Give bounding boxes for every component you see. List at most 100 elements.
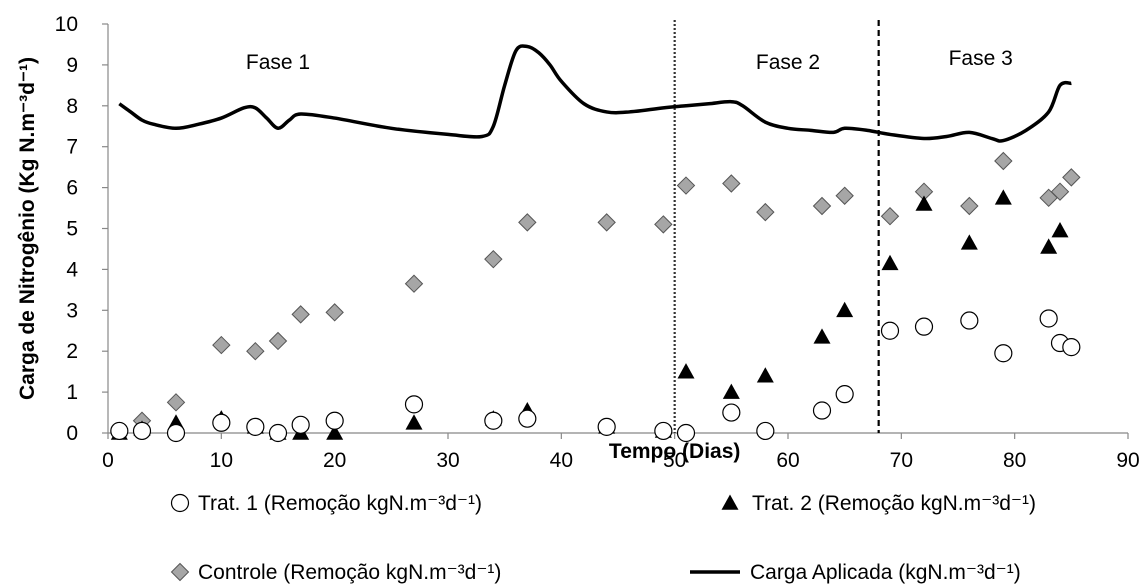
data-point-trat-2 bbox=[1040, 238, 1058, 254]
phase-label: Fase 1 bbox=[246, 51, 310, 74]
data-point-trat-2 bbox=[722, 383, 740, 399]
legend-item-trat-1: Trat. 1 (Remoção kgN.m⁻³d⁻¹) bbox=[170, 492, 482, 515]
phase-lines bbox=[673, 20, 880, 433]
data-point-trat-1 bbox=[132, 421, 152, 441]
data-point-trat-1 bbox=[212, 413, 231, 432]
data-point-trat-2 bbox=[1051, 222, 1069, 238]
series-group bbox=[110, 44, 1081, 443]
legend-label-trat-1: Trat. 1 (Remoção kgN.m⁻³d⁻¹) bbox=[198, 492, 482, 515]
y-tick-label: 0 bbox=[66, 422, 78, 445]
data-point-trat-2 bbox=[405, 414, 423, 430]
x-tick-label: 30 bbox=[436, 449, 459, 472]
data-point-trat-2 bbox=[915, 195, 933, 211]
legend: Trat. 1 (Remoção kgN.m⁻³d⁻¹) Trat. 2 (Rem… bbox=[170, 492, 1036, 584]
legend-swatch-trat-1 bbox=[170, 493, 190, 513]
y-tick-label: 3 bbox=[66, 299, 78, 322]
data-point-trat-2 bbox=[881, 254, 899, 271]
series-trat-2 bbox=[110, 189, 1069, 440]
legend-item-trat-2: Trat. 2 (Remoção kgN.m⁻³d⁻¹) bbox=[721, 492, 1036, 515]
data-point-trat-1 bbox=[268, 423, 288, 443]
data-point-trat-2 bbox=[813, 328, 831, 344]
data-point-controle bbox=[166, 393, 186, 412]
y-tick-label: 8 bbox=[66, 95, 78, 118]
data-point-trat-1 bbox=[880, 321, 900, 340]
data-point-controle bbox=[325, 303, 344, 322]
data-point-trat-1 bbox=[812, 401, 832, 420]
data-point-trat-1 bbox=[914, 317, 934, 336]
x-tick-label: 90 bbox=[1116, 449, 1139, 472]
data-point-controle bbox=[676, 176, 696, 195]
data-point-trat-1 bbox=[404, 395, 424, 414]
data-point-trat-1 bbox=[166, 423, 186, 443]
phase-label: Fase 3 bbox=[949, 47, 1013, 70]
data-point-controle bbox=[518, 213, 537, 232]
data-point-controle bbox=[291, 305, 310, 324]
x-tick-label: 0 bbox=[102, 449, 114, 472]
legend-swatch-trat-2 bbox=[721, 494, 739, 510]
data-point-controle bbox=[654, 215, 673, 234]
axes: 0 10 20 30 40 50 60 70 80 90 0 1 2 3 4 5 6 7 8 9 10 bbox=[55, 13, 1140, 472]
data-point-trat-1 bbox=[246, 417, 265, 436]
data-point-controle bbox=[960, 196, 979, 216]
phase-label: Fase 2 bbox=[756, 51, 820, 74]
data-point-controle bbox=[722, 174, 741, 193]
series-line-carga-aplicada bbox=[118, 44, 1072, 143]
x-tick-label: 20 bbox=[323, 449, 346, 472]
data-point-trat-1 bbox=[654, 421, 673, 441]
series-trat-1 bbox=[110, 309, 1081, 443]
data-point-trat-1 bbox=[484, 411, 503, 430]
data-point-controle bbox=[835, 186, 854, 205]
data-point-trat-1 bbox=[960, 311, 979, 330]
data-point-trat-2 bbox=[960, 234, 978, 250]
legend-item-carga-aplicada: Carga Aplicada (kgN.m⁻³d⁻¹) bbox=[690, 561, 1021, 584]
data-point-controle bbox=[268, 331, 288, 351]
data-point-controle bbox=[404, 274, 424, 293]
y-tick-label: 6 bbox=[66, 177, 78, 200]
legend-label-controle: Controle (Remoção kgN.m⁻³d⁻¹) bbox=[198, 561, 501, 584]
data-point-controle bbox=[1050, 182, 1070, 201]
y-tick-label: 2 bbox=[66, 340, 78, 363]
data-point-controle bbox=[812, 196, 832, 216]
data-point-trat-2 bbox=[677, 363, 695, 379]
phase-annotations: Fase 1 Fase 2 Fase 3 bbox=[246, 47, 1013, 74]
legend-label-trat-2: Trat. 2 (Remoção kgN.m⁻³d⁻¹) bbox=[752, 492, 1036, 515]
data-point-controle bbox=[246, 341, 265, 361]
x-tick-label: 80 bbox=[1003, 449, 1026, 472]
x-tick-label: 40 bbox=[550, 449, 573, 472]
data-point-controle bbox=[597, 213, 616, 232]
data-point-trat-1 bbox=[1039, 309, 1058, 328]
x-axis-title: Tempo (Dias) bbox=[609, 440, 740, 463]
data-point-trat-1 bbox=[835, 385, 854, 404]
y-tick-label: 4 bbox=[66, 258, 78, 281]
data-point-trat-1 bbox=[994, 344, 1013, 363]
data-point-trat-1 bbox=[676, 423, 696, 443]
y-tick-label: 7 bbox=[66, 136, 78, 159]
y-axis-title: Carga de Nitrogênio (Kg N.m⁻³d⁻¹) bbox=[16, 57, 39, 400]
data-point-trat-1 bbox=[518, 409, 537, 428]
data-point-trat-1 bbox=[1062, 338, 1081, 357]
data-point-controle bbox=[756, 202, 775, 222]
data-point-trat-2 bbox=[756, 367, 774, 383]
data-point-trat-1 bbox=[291, 415, 310, 434]
x-tick-label: 60 bbox=[776, 449, 799, 472]
series-controle bbox=[110, 151, 1081, 441]
x-tick-label: 10 bbox=[210, 449, 233, 472]
data-point-controle bbox=[880, 207, 900, 226]
data-point-controle bbox=[484, 249, 503, 269]
x-tick-label: 70 bbox=[890, 449, 913, 472]
y-tick-label: 9 bbox=[66, 54, 78, 77]
legend-label-carga-aplicada: Carga Aplicada (kgN.m⁻³d⁻¹) bbox=[750, 561, 1021, 584]
data-point-controle bbox=[212, 335, 231, 355]
legend-item-controle: Controle (Remoção kgN.m⁻³d⁻¹) bbox=[170, 561, 501, 584]
data-point-controle bbox=[1062, 168, 1081, 187]
y-tick-label: 1 bbox=[66, 381, 78, 404]
data-point-trat-1 bbox=[110, 421, 129, 441]
data-point-trat-1 bbox=[722, 403, 741, 422]
y-tick-label: 5 bbox=[66, 218, 78, 241]
data-point-controle bbox=[994, 151, 1013, 171]
series-carga-aplicada bbox=[118, 44, 1072, 143]
y-tick-label: 10 bbox=[55, 13, 78, 36]
x-tick-label: 50 bbox=[663, 449, 686, 472]
data-point-trat-1 bbox=[325, 411, 344, 430]
